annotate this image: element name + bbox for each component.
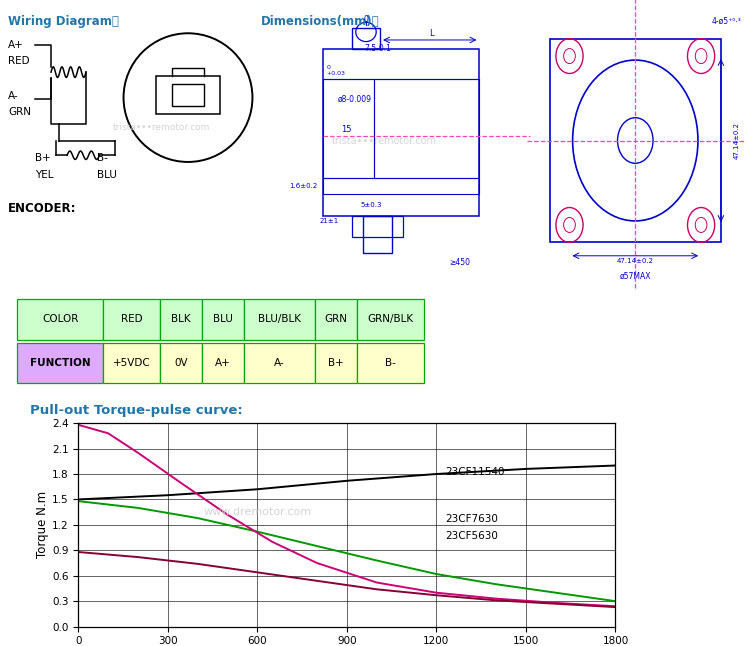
- Text: ≥450: ≥450: [449, 258, 470, 267]
- Text: www.dremotor.com: www.dremotor.com: [204, 507, 311, 517]
- Text: RED: RED: [121, 315, 142, 324]
- Bar: [202, 299, 244, 340]
- Text: YEL: YEL: [35, 170, 54, 180]
- Text: Pull-out Torque-pulse curve:: Pull-out Torque-pulse curve:: [30, 404, 242, 417]
- Bar: [104, 299, 160, 340]
- Bar: [324, 79, 374, 178]
- Bar: [17, 299, 104, 340]
- Text: 23CF11540: 23CF11540: [445, 467, 505, 477]
- Text: COLOR: COLOR: [43, 315, 78, 324]
- Bar: [244, 299, 316, 340]
- Text: B+: B+: [328, 358, 344, 368]
- Y-axis label: Torque N.m: Torque N.m: [37, 492, 49, 558]
- Text: 4-ø5⁺⁰⋅³: 4-ø5⁺⁰⋅³: [712, 17, 742, 26]
- Text: 47.14±0.2: 47.14±0.2: [617, 258, 653, 264]
- Bar: [202, 343, 244, 384]
- Text: 0
+0.03: 0 +0.03: [326, 65, 345, 76]
- Text: RED: RED: [8, 56, 30, 66]
- Bar: [357, 299, 424, 340]
- Text: A-: A-: [8, 91, 19, 101]
- Text: BLU: BLU: [213, 315, 233, 324]
- Bar: [374, 79, 480, 178]
- Text: L: L: [429, 29, 433, 38]
- Text: A+: A+: [8, 40, 24, 50]
- Text: 1.6±0.2: 1.6±0.2: [289, 183, 318, 189]
- Text: trista•••remotor.com: trista•••remotor.com: [332, 136, 437, 145]
- Text: BLU: BLU: [97, 170, 116, 180]
- Text: ENCODER:: ENCODER:: [8, 202, 77, 215]
- Text: 0: 0: [363, 14, 369, 23]
- Bar: [160, 299, 202, 340]
- Text: ø8-0.009: ø8-0.009: [338, 95, 372, 104]
- Bar: [160, 343, 202, 384]
- Text: trista•••remotor.com: trista•••remotor.com: [113, 123, 210, 132]
- Text: 23CF7630: 23CF7630: [445, 514, 498, 524]
- Text: A-: A-: [275, 358, 285, 368]
- Bar: [324, 178, 480, 194]
- Text: BLK: BLK: [171, 315, 191, 324]
- Bar: [315, 343, 357, 384]
- Text: 15: 15: [341, 125, 351, 134]
- Bar: [156, 76, 220, 114]
- Bar: [357, 343, 424, 384]
- Bar: [363, 216, 392, 253]
- Text: 7.5-0.1: 7.5-0.1: [365, 44, 392, 53]
- Bar: [17, 343, 104, 384]
- Text: GRN/BLK: GRN/BLK: [367, 315, 413, 324]
- Text: 47.14±0.2: 47.14±0.2: [733, 122, 739, 159]
- Text: FUNCTION: FUNCTION: [30, 358, 91, 368]
- Bar: [172, 84, 204, 106]
- Text: 23CF5630: 23CF5630: [445, 531, 498, 541]
- Bar: [352, 28, 380, 49]
- Text: 0V: 0V: [175, 358, 188, 368]
- Text: B-: B-: [385, 358, 395, 368]
- Bar: [315, 299, 357, 340]
- Text: Dimensions(mm)：: Dimensions(mm)：: [261, 14, 380, 28]
- Text: 21±1: 21±1: [319, 218, 339, 224]
- Text: GRN: GRN: [325, 315, 348, 324]
- Bar: [104, 343, 160, 384]
- Text: GRN: GRN: [8, 107, 31, 117]
- Text: BLU/BLK: BLU/BLK: [258, 315, 301, 324]
- Bar: [550, 39, 721, 242]
- Text: A+: A+: [215, 358, 231, 368]
- Text: B-: B-: [97, 152, 107, 163]
- Text: B+: B+: [35, 152, 51, 163]
- Bar: [352, 216, 403, 237]
- Text: 5±0.3: 5±0.3: [361, 202, 383, 208]
- Text: +5VDC: +5VDC: [113, 358, 151, 368]
- Text: ø57MAX: ø57MAX: [619, 272, 651, 281]
- Text: Wiring Diagram：: Wiring Diagram：: [8, 14, 119, 28]
- Bar: [244, 343, 316, 384]
- Bar: [324, 49, 480, 216]
